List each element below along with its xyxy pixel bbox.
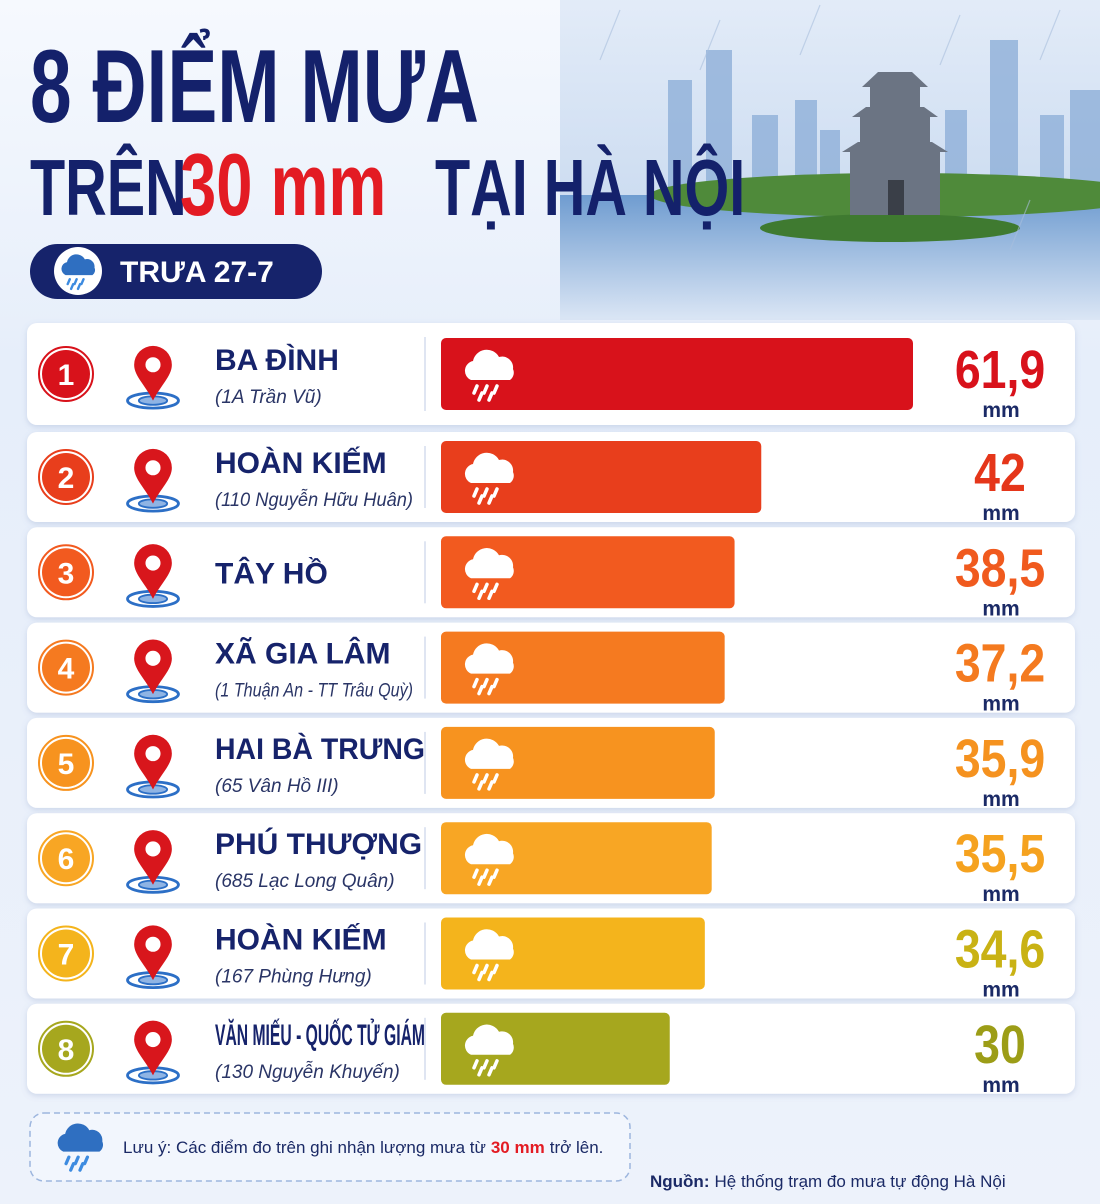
value-label: 42 (974, 442, 1026, 503)
rank-number: 1 (58, 359, 75, 392)
source-text: Hệ thống trạm đo mưa tự động Hà Nội (714, 1172, 1005, 1191)
district-name: HAI BÀ TRƯNG (215, 732, 425, 766)
rank-number: 6 (58, 843, 75, 876)
district-name: VĂN MIẾU - QUỐC TỬ GIÁM (215, 1018, 425, 1052)
value-unit: mm (982, 979, 1019, 1002)
title-line2-end: TẠI HÀ NỘI (435, 142, 745, 233)
note-suffix: trở lên. (550, 1138, 604, 1157)
district-address: (167 Phùng Hưng) (215, 967, 372, 988)
rank-badge (42, 453, 90, 501)
bar (441, 822, 712, 895)
value-label: 35,5 (955, 823, 1045, 884)
note-box (29, 1112, 631, 1182)
rank-badge (42, 548, 90, 597)
district-name: HOÀN KIẾM (215, 446, 387, 480)
value-label: 61,9 (955, 339, 1045, 400)
rank-number: 8 (58, 1034, 75, 1067)
value-unit: mm (982, 597, 1019, 620)
rank-number: 5 (58, 748, 75, 781)
value-label: 30 (974, 1013, 1026, 1074)
source-label: Nguồn: (650, 1172, 709, 1191)
rank-badge (42, 350, 90, 398)
value-unit: mm (982, 1074, 1019, 1097)
district-address: (685 Lạc Long Quân) (215, 871, 395, 892)
value-unit: mm (982, 399, 1019, 422)
rank-badge (42, 929, 90, 978)
value-label: 37,2 (955, 632, 1045, 693)
time-label: TRƯA 27-7 (120, 256, 274, 289)
title-highlight: 30 mm (180, 137, 386, 235)
note-prefix: Lưu ý: Các điểm đo trên ghi nhận lượng m… (123, 1138, 486, 1157)
rank-number: 4 (58, 653, 75, 686)
district-address: (130 Nguyễn Khuyến) (215, 1062, 400, 1083)
rank-number: 2 (58, 462, 75, 495)
bar (441, 631, 725, 704)
value-label: 38,5 (955, 537, 1045, 598)
district-name: XÃ GIA LÂM (215, 637, 391, 671)
district-name: BA ĐÌNH (215, 343, 339, 377)
district-name: PHÚ THƯỢNG (215, 827, 422, 861)
source: Nguồn: Hệ thống trạm đo mưa tự động Hà Nộ… (650, 1172, 1006, 1191)
district-address: (110 Nguyễn Hữu Huân) (215, 490, 413, 511)
value-unit: mm (982, 502, 1019, 525)
district-address: (1 Thuận An - TT Trâu Quỳ) (215, 681, 413, 702)
title-line2-start: TRÊN (30, 142, 187, 233)
rank-badge (42, 834, 90, 883)
district-name: TÂY HỒ (215, 556, 328, 590)
value-unit: mm (982, 788, 1019, 811)
bar (441, 536, 735, 609)
bar (441, 338, 913, 410)
value-unit: mm (982, 693, 1019, 716)
time-pill (30, 244, 322, 299)
value-label: 35,9 (955, 728, 1045, 789)
value-label: 34,6 (955, 918, 1045, 979)
title-line1: 8 ĐIỂM MƯA (30, 28, 479, 145)
district-address: (1A Trần Vũ) (215, 387, 322, 408)
note-highlight: 30 mm (491, 1138, 545, 1157)
rank-badge (42, 738, 90, 787)
rank-number: 3 (58, 557, 75, 590)
bar (441, 726, 715, 799)
scenery (560, 0, 1100, 320)
rank-badge (42, 1024, 90, 1073)
rank-number: 7 (58, 939, 75, 972)
bar (441, 441, 762, 513)
bar (441, 917, 705, 990)
value-unit: mm (982, 883, 1019, 906)
note: Lưu ý: Các điểm đo trên ghi nhận lượng m… (123, 1138, 603, 1157)
district-address: (65 Vân Hồ III) (215, 776, 339, 797)
rank-badge (42, 643, 90, 692)
district-name: HOÀN KIẾM (215, 923, 387, 957)
